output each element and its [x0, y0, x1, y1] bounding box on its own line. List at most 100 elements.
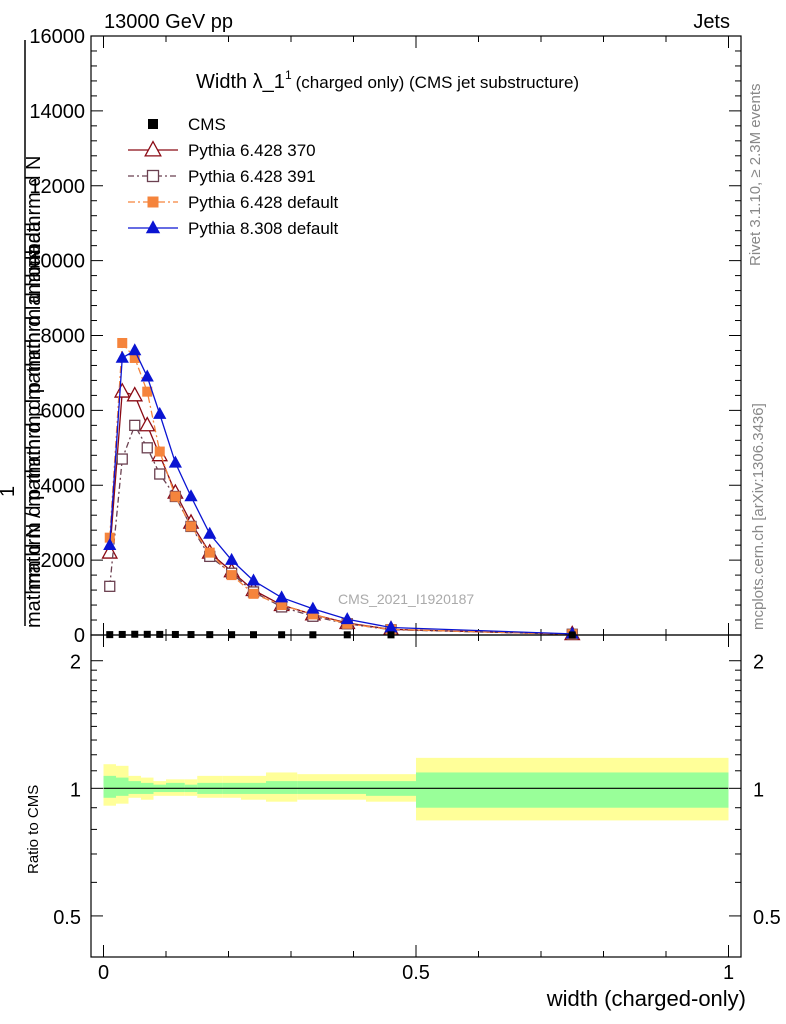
data-marker: [153, 406, 167, 419]
data-marker: [186, 521, 196, 532]
series-4: [103, 343, 579, 639]
ratio-inner-band: [166, 782, 185, 793]
ratio-inner-band: [328, 781, 366, 794]
data-marker: [246, 573, 261, 586]
x-axis-label: width (charged-only): [546, 986, 746, 1011]
ratio-bands: [103, 757, 729, 821]
data-marker: [144, 140, 162, 157]
legend: CMS Pythia 6.428 370 Pythia 6.428 391 Pythi…: [128, 115, 339, 238]
ratio-y-tick-label-right: 2: [753, 652, 764, 674]
ratio-y-tick-label: 1: [70, 779, 81, 801]
y-tick-label: 2000: [41, 550, 86, 572]
data-marker: [129, 352, 140, 363]
data-marker: [113, 382, 131, 398]
data-marker: [117, 337, 128, 348]
ratio-y-axis-label: Ratio to CMS: [25, 785, 42, 874]
ratio-y-tick-label-right: 1: [753, 779, 764, 801]
data-marker: [170, 491, 181, 502]
ratio-inner-band: [266, 781, 298, 794]
legend-item: CMS: [148, 115, 226, 134]
data-marker: [115, 350, 129, 363]
ratio-y-tick-label-right: 0.5: [753, 907, 781, 929]
data-marker: [147, 196, 159, 208]
legend-label: Pythia 6.428 default: [188, 193, 339, 212]
chart-title-sup: 1: [285, 68, 292, 82]
data-marker: [129, 419, 141, 432]
y-label-line-4: mathrm d N / mathrm d p mathrm d lambda: [23, 244, 45, 628]
data-marker: [204, 547, 215, 558]
data-marker: [154, 468, 166, 480]
ratio-inner-band: [297, 781, 329, 794]
y-label-line-2: mathrm d p mathrm d p mathrm d lambda: [23, 220, 45, 590]
main-axes: 0 2000 4000 6000 8000 10000 12000 14000 16000: [29, 26, 741, 647]
data-marker: [148, 119, 158, 129]
data-marker: [116, 453, 128, 465]
y-tick-label: 12000: [29, 176, 85, 198]
data-marker: [226, 570, 237, 581]
data-marker: [307, 609, 318, 620]
data-marker: [340, 612, 354, 625]
legend-label: Pythia 6.428 370: [188, 141, 316, 160]
legend-label: Pythia 8.308 default: [188, 219, 339, 238]
chart-subtitle: (charged only) (CMS jet substructure): [296, 73, 579, 92]
ratio-inner-band: [116, 777, 129, 796]
legend-item: Pythia 6.428 391: [128, 167, 316, 186]
data-marker: [140, 369, 154, 382]
data-marker: [142, 386, 153, 397]
data-marker: [168, 455, 182, 468]
y-tick-label: 14000: [29, 101, 85, 123]
legend-item: Pythia 8.308 default: [128, 219, 339, 238]
legend-label: Pythia 6.428 391: [188, 167, 316, 186]
ratio-inner-band: [416, 772, 729, 808]
x-tick-label: 0.5: [402, 962, 430, 984]
y-tick-label: 0: [74, 625, 85, 647]
data-marker: [154, 446, 165, 457]
data-marker: [126, 386, 144, 402]
ratio-inner-band: [103, 775, 116, 798]
y-label-line-1: mathrm d N: [23, 156, 45, 260]
legend-item: Pythia 6.428 default: [128, 193, 339, 212]
y-tick-label: 8000: [41, 326, 86, 348]
ratio-y-tick-label: 0.5: [53, 907, 81, 929]
data-marker: [203, 526, 217, 539]
header-left: 13000 GeV pp: [104, 11, 233, 33]
chart-title: Width λ_11 (charged only) (CMS jet substr…: [196, 68, 579, 93]
rivet-label: Rivet 3.1.10, ≥ 2.3M events: [747, 84, 764, 267]
data-marker: [146, 169, 160, 183]
data-marker: [104, 580, 116, 592]
legend-label: CMS: [188, 115, 226, 134]
data-marker: [103, 537, 117, 550]
data-marker: [276, 600, 287, 611]
data-marker: [248, 588, 259, 599]
y-tick-label: 10000: [29, 251, 85, 273]
data-marker: [384, 620, 398, 633]
y-label-one: 1: [0, 486, 19, 497]
data-marker: [184, 489, 198, 502]
data-marker: [143, 630, 151, 638]
y-tick-label: 4000: [41, 475, 86, 497]
mcplots-label: mcplots.cern.ch [arXiv:1306.3436]: [750, 403, 767, 630]
main-y-axis-label: mathrm d N mathrm d p mathrm d p mathrm …: [0, 40, 45, 628]
chart-title-main: Width λ_1: [196, 71, 285, 93]
ratio-inner-band: [128, 781, 141, 794]
data-marker: [141, 442, 153, 454]
data-marker: [225, 552, 239, 565]
data-marker: [306, 601, 320, 614]
data-marker: [128, 343, 142, 356]
ratio-y-tick-label: 2: [70, 652, 81, 674]
series-line: [109, 423, 573, 635]
header-right: Jets: [693, 11, 730, 33]
main-series-group: [101, 337, 581, 641]
data-marker: [131, 630, 139, 638]
x-tick-label: 0: [98, 962, 109, 984]
analysis-watermark: CMS_2021_I1920187: [338, 591, 474, 607]
y-tick-label: 16000: [29, 26, 85, 48]
legend-item: Pythia 6.428 370: [128, 140, 316, 160]
ratio-axes: 0.5 0.5 1 1 2 2 0 0.5 1: [53, 635, 781, 984]
data-marker: [145, 220, 161, 234]
y-tick-label: 6000: [41, 400, 86, 422]
data-marker: [138, 416, 156, 432]
data-marker: [275, 590, 289, 603]
x-tick-label: 1: [723, 962, 734, 984]
